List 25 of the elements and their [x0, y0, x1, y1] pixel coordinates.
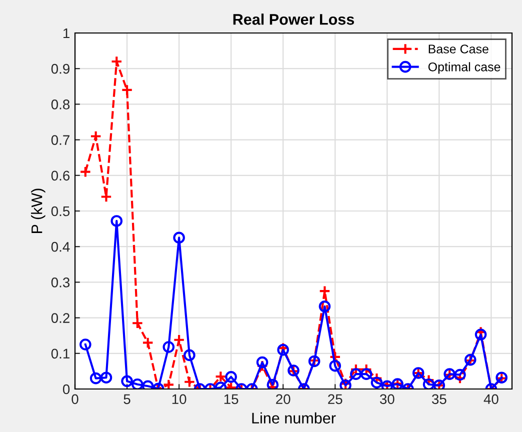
x-tick-label: 5 — [124, 394, 130, 404]
y-tick-label: 0.4 — [51, 242, 70, 252]
y-tick-label: 0.7 — [51, 135, 70, 145]
chart-title: Real Power Loss — [233, 14, 354, 25]
y-tick-label: 0.1 — [51, 348, 70, 359]
legend-label: Optimal case — [428, 62, 500, 74]
y-tick-label: 0.3 — [51, 278, 70, 288]
legend-label: Base Case — [428, 44, 488, 54]
y-tick-label: 0.8 — [51, 100, 70, 110]
y-tick-label: 0.9 — [51, 64, 70, 74]
x-tick-label: 20 — [276, 394, 290, 404]
x-axis-title: Line number — [252, 412, 336, 424]
y-tick-label: 0 — [62, 384, 70, 394]
y-tick-label: 0.2 — [51, 313, 70, 323]
x-tick-label: 40 — [484, 394, 498, 404]
y-tick-label: 0.5 — [51, 206, 70, 216]
x-tick-label: 15 — [224, 394, 238, 404]
x-tick-label: 30 — [380, 394, 394, 404]
x-tick-label: 35 — [432, 394, 446, 404]
y-tick-label: 1 — [63, 28, 70, 38]
x-tick-label: 25 — [328, 394, 342, 404]
y-tick-label: 0.6 — [51, 170, 70, 181]
y-axis-title: P (kW) — [31, 188, 46, 233]
x-tick-label: 10 — [172, 394, 186, 404]
x-tick-label: 0 — [72, 394, 78, 404]
